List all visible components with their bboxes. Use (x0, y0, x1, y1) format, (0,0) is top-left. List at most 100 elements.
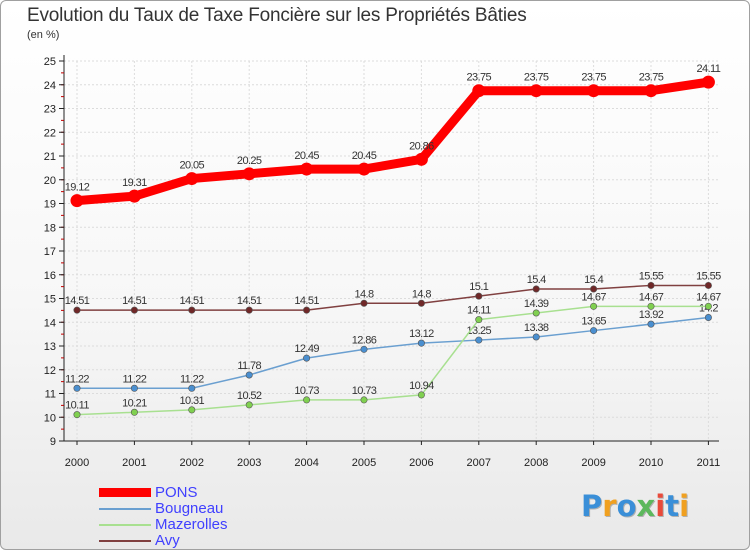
data-label-mazerolles: 14.11 (467, 305, 491, 317)
data-point-avy (590, 285, 598, 293)
data-point-pons (414, 152, 428, 166)
legend-label-bougneau: Bougneau (155, 500, 224, 517)
data-point-mazerolles (647, 302, 655, 310)
data-label-pons: 20.45 (352, 150, 377, 162)
y-tick-label: 24 (44, 80, 56, 92)
x-tick-label: 2005 (352, 457, 376, 469)
data-label-avy: 15.55 (639, 270, 664, 282)
x-tick-label: 2006 (409, 457, 433, 469)
data-point-mazerolles (130, 408, 138, 416)
data-point-bougneau (130, 384, 138, 392)
data-label-bougneau: 11.78 (237, 360, 261, 372)
data-point-bougneau (647, 320, 655, 328)
y-tick-label: 23 (44, 104, 56, 116)
legend-label-mazerolles: Mazerolles (155, 516, 228, 533)
data-point-avy (73, 306, 81, 314)
data-label-pons: 23.75 (524, 72, 549, 84)
data-label-pons: 24.11 (697, 63, 721, 75)
data-label-mazerolles: 10.11 (65, 400, 89, 412)
data-label-mazerolles: 10.73 (352, 385, 377, 397)
data-point-bougneau (303, 354, 311, 362)
data-label-mazerolles: 10.21 (122, 397, 147, 409)
data-point-pons (587, 84, 601, 98)
data-label-avy: 14.51 (122, 295, 147, 307)
logo-letter: P (581, 489, 603, 523)
x-tick-label: 2001 (122, 457, 146, 469)
data-point-avy (188, 306, 196, 314)
data-label-avy: 15.4 (527, 274, 546, 286)
data-label-mazerolles: 10.52 (237, 390, 262, 402)
x-tick-label: 2010 (639, 457, 663, 469)
data-label-bougneau: 11.22 (65, 373, 89, 385)
data-point-mazerolles (360, 396, 368, 404)
series-line-bougneau (76, 316, 710, 390)
data-point-avy (360, 299, 368, 307)
data-label-bougneau: 11.22 (123, 373, 147, 385)
x-tick-label: 2009 (581, 457, 605, 469)
data-point-pons (127, 189, 141, 203)
data-point-avy (245, 306, 253, 314)
series-line-mazerolles (76, 305, 710, 416)
x-tick-label: 2008 (524, 457, 548, 469)
data-point-mazerolles (704, 302, 712, 310)
x-tick-label: 2000 (65, 457, 89, 469)
data-label-bougneau: 12.49 (294, 343, 319, 355)
data-label-bougneau: 11.22 (180, 373, 204, 385)
logo-letter: i (679, 489, 690, 523)
x-tick-label: 2003 (237, 457, 261, 469)
x-tick-label: 2011 (697, 457, 721, 469)
data-point-mazerolles (303, 396, 311, 404)
proxiti-logo: Proxiti (581, 489, 689, 523)
y-tick-label: 15 (44, 294, 56, 306)
data-point-mazerolles (73, 411, 81, 419)
y-tick-label: 11 (45, 389, 56, 401)
legend-swatch-pons (99, 488, 151, 497)
legend-swatch-mazerolles (99, 524, 151, 526)
data-label-avy: 15.1 (469, 281, 488, 293)
chart-title: Evolution du Taux de Taxe Foncière sur l… (27, 5, 527, 26)
y-tick-label: 14 (44, 317, 56, 329)
legend-swatch-bougneau (99, 508, 151, 510)
data-label-mazerolles: 10.73 (294, 385, 319, 397)
data-label-pons: 20.25 (237, 155, 262, 167)
data-point-avy (417, 299, 425, 307)
data-label-mazerolles: 10.94 (409, 380, 434, 392)
data-point-pons (242, 167, 256, 181)
data-label-bougneau: 13.12 (409, 328, 434, 340)
data-point-pons (644, 84, 658, 98)
data-label-avy: 15.4 (584, 274, 603, 286)
data-label-avy: 14.8 (354, 288, 373, 300)
data-point-pons (472, 84, 486, 98)
data-point-pons (185, 172, 199, 186)
logo-letter: i (655, 489, 666, 523)
series-avy: 14.51 14.51 14.51 14.51 14.51 14.8 14.8 15.1 15.… (65, 270, 722, 314)
grid (64, 60, 719, 442)
data-label-avy: 14.51 (180, 295, 205, 307)
data-point-mazerolles (532, 309, 540, 317)
series-line-pons (72, 77, 713, 206)
data-point-bougneau (73, 384, 81, 392)
data-label-bougneau: 13.92 (639, 309, 664, 321)
data-label-bougneau: 13.38 (524, 322, 549, 334)
x-tick-label: 2004 (294, 457, 318, 469)
y-tick-label: 18 (44, 222, 56, 234)
y-tick-label: 25 (44, 56, 56, 68)
data-label-mazerolles: 14.67 (581, 291, 606, 303)
data-point-bougneau (417, 339, 425, 347)
data-label-pons: 23.75 (639, 72, 664, 84)
data-point-avy (303, 306, 311, 314)
legend-label-pons: PONS (155, 484, 198, 501)
logo-letter: t (665, 489, 680, 523)
data-point-bougneau (360, 345, 368, 353)
data-point-bougneau (245, 371, 253, 379)
series-pons: 19.12 19.31 20.05 20.25 20.45 20.45 20.86 23.75… (65, 63, 721, 208)
data-label-avy: 15.55 (696, 270, 721, 282)
data-label-mazerolles: 14.67 (696, 291, 721, 303)
data-point-mazerolles (417, 391, 425, 399)
data-label-pons: 23.75 (581, 72, 606, 84)
y-tick-label: 22 (44, 127, 56, 139)
y-tick-label: 20 (44, 175, 56, 187)
data-point-mazerolles (245, 401, 253, 409)
